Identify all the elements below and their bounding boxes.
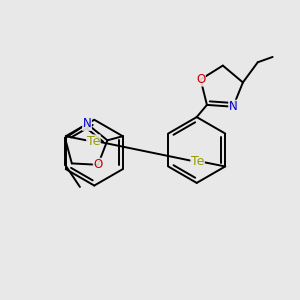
Text: N: N xyxy=(82,117,91,130)
Text: O: O xyxy=(196,73,205,86)
Text: Te: Te xyxy=(191,154,204,168)
Text: Te: Te xyxy=(87,135,100,148)
Text: N: N xyxy=(229,100,238,113)
Text: O: O xyxy=(93,158,103,171)
